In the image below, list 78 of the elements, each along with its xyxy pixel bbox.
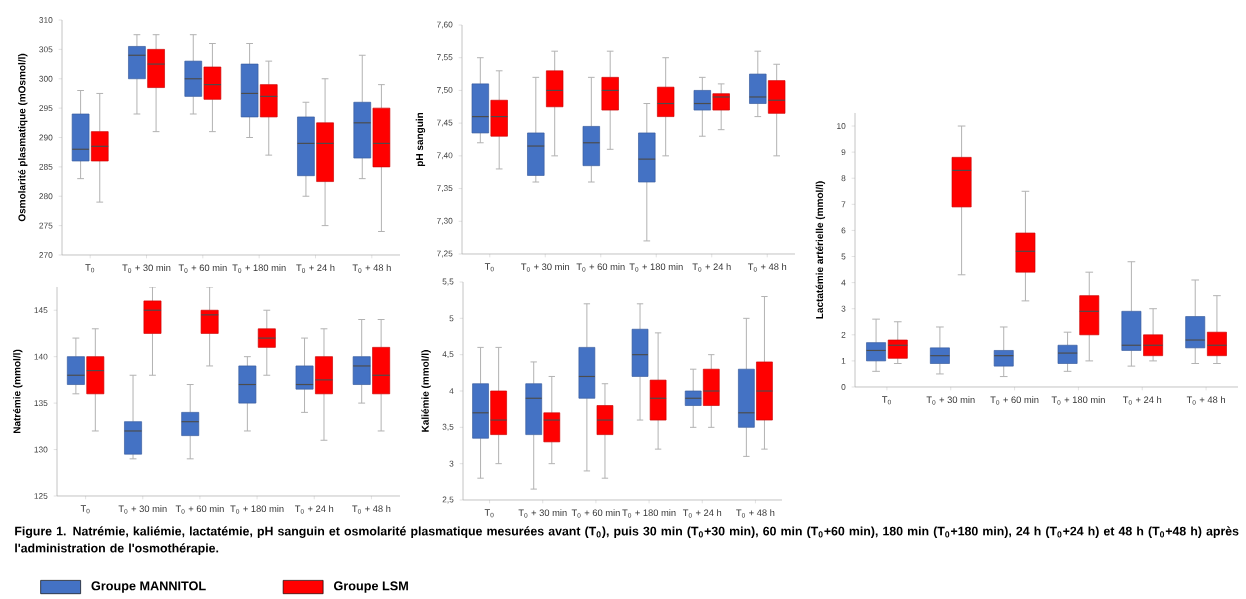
- x-tick-label: T$_{0}$ + 48 h: [736, 509, 775, 518]
- y-tick-label: 7,45: [436, 119, 453, 127]
- y-tick-label: 4: [449, 387, 454, 394]
- x-tick-label: T$_{0}$: [484, 509, 494, 518]
- x-tick-label: T$_{0}$ + 30 min: [521, 263, 570, 272]
- y-axis-title: Natrémie (mmol/l): [13, 349, 23, 433]
- legend-label: Groupe LSM: [333, 581, 408, 593]
- y-tick-label: 290: [39, 134, 53, 141]
- x-tick-label: T$_{0}$: [882, 396, 891, 405]
- y-tick-label: 280: [39, 193, 53, 200]
- x-tick-label: T$_{0}$ + 60 min: [175, 505, 224, 514]
- x-tick-label: T$_{0}$ + 30 min: [122, 264, 171, 273]
- y-tick-label: 275: [39, 222, 53, 229]
- x-tick-label: T$_{0}$ + 48 h: [352, 264, 391, 273]
- y-tick-label: 5: [449, 315, 454, 322]
- y-tick-label: 7,55: [436, 54, 453, 61]
- y-tick-label: 125: [34, 492, 48, 499]
- x-tick-label: T$_{0}$ + 180 min: [1051, 396, 1105, 405]
- y-tick-label: 130: [34, 446, 48, 453]
- x-tick-label: T$_{0}$ + 180 min: [230, 505, 284, 514]
- y-tick-label: 8: [841, 175, 846, 181]
- x-tick-label: T$_{0}$ + 60 min: [571, 509, 620, 518]
- y-tick-label: 3,5: [442, 423, 454, 431]
- y-tick-label: 10: [837, 122, 846, 129]
- x-tick-label: T$_{0}$ + 30 min: [118, 505, 167, 514]
- y-tick-label: 0: [841, 383, 846, 390]
- y-tick-label: 5: [841, 253, 846, 260]
- y-tick-label: 7: [841, 201, 846, 208]
- y-axis-title: Lactatémie artérielle (mmol/l): [815, 181, 826, 319]
- x-tick-label: T$_{0}$ + 48 h: [352, 505, 391, 514]
- y-tick-label: 295: [39, 104, 53, 111]
- y-tick-label: 6: [841, 227, 846, 234]
- text: Figure 1. Natrémie, kaliémie, lactatémie, pH sanguin et osmolarité plasmatique mesurées avant (T$_{0}$), puis 30 min (T$_{0}$+30 min), 60 min (T$_{0}$+60 min), 180 min (T$_{0}$+180 min), 24 h (T$_{0}$+24 h) et 48 h (T$_{0}$+48 h) après l'administration de l'osmothérapie.: [15, 526, 1239, 555]
- x-tick-label: T$_{0}$ + 48 h: [747, 263, 787, 272]
- x-tick-label: T$_{0}$ + 24 h: [692, 263, 731, 272]
- x-tick-label: T$_{0}$: [85, 264, 95, 273]
- x-tick-label: T$_{0}$ + 180 min: [232, 264, 286, 273]
- x-tick-label: T$_{0}$: [484, 263, 494, 272]
- x-tick-label: T$_{0}$ + 30 min: [926, 396, 975, 405]
- x-tick-label: T$_{0}$ + 24 h: [1122, 396, 1162, 405]
- y-tick-label: 7,40: [436, 152, 453, 160]
- y-tick-label: 140: [34, 353, 48, 360]
- y-tick-label: 7,50: [436, 86, 453, 94]
- y-tick-label: 305: [39, 46, 53, 53]
- x-tick-label: T$_{0}$ + 180 min: [629, 263, 683, 272]
- y-tick-label: 2,5: [442, 496, 454, 504]
- x-tick-label: T$_{0}$ + 180 min: [622, 509, 676, 518]
- y-tick-label: 2: [841, 331, 846, 338]
- y-tick-label: 7,60: [436, 21, 453, 29]
- y-tick-label: 4: [841, 279, 846, 286]
- x-tick-label: T$_{0}$: [80, 505, 90, 514]
- x-tick-label: T$_{0}$ + 24 h: [296, 264, 335, 273]
- y-tick-label: 4,5: [442, 351, 454, 358]
- y-tick-label: 7,35: [436, 184, 453, 192]
- x-tick-label: T$_{0}$ + 24 h: [682, 509, 722, 518]
- y-tick-label: 285: [39, 163, 53, 170]
- y-tick-label: 3: [841, 305, 846, 312]
- y-tick-label: 3: [449, 460, 454, 467]
- y-tick-label: 310: [39, 16, 53, 23]
- y-tick-label: 7,25: [436, 250, 453, 258]
- y-tick-label: 145: [34, 307, 48, 313]
- y-tick-label: 1: [841, 357, 846, 364]
- x-tick-label: T$_{0}$ + 48 h: [1186, 396, 1225, 405]
- y-tick-label: 9: [841, 148, 846, 155]
- y-axis-title: Osmolarité plasmatique (mOsmol/l): [18, 53, 28, 222]
- y-axis-title: Kaliémie (mmol/l): [421, 349, 431, 432]
- y-tick-label: 7,30: [436, 217, 453, 225]
- y-tick-label: 5,5: [442, 278, 454, 286]
- x-tick-label: T$_{0}$ + 60 min: [178, 264, 227, 273]
- x-tick-label: T$_{0}$ + 60 min: [576, 263, 625, 272]
- legend-label: Groupe MANNITOL: [91, 581, 206, 593]
- x-tick-label: T$_{0}$ + 60 min: [990, 396, 1039, 405]
- y-tick-label: 270: [39, 251, 53, 258]
- y-tick-label: 300: [39, 75, 53, 82]
- y-tick-label: 135: [34, 399, 48, 406]
- x-tick-label: T$_{0}$ + 30 min: [518, 509, 567, 518]
- x-tick-label: T$_{0}$ + 24 h: [294, 505, 334, 514]
- y-axis-title: pH sanguin: [415, 112, 426, 166]
